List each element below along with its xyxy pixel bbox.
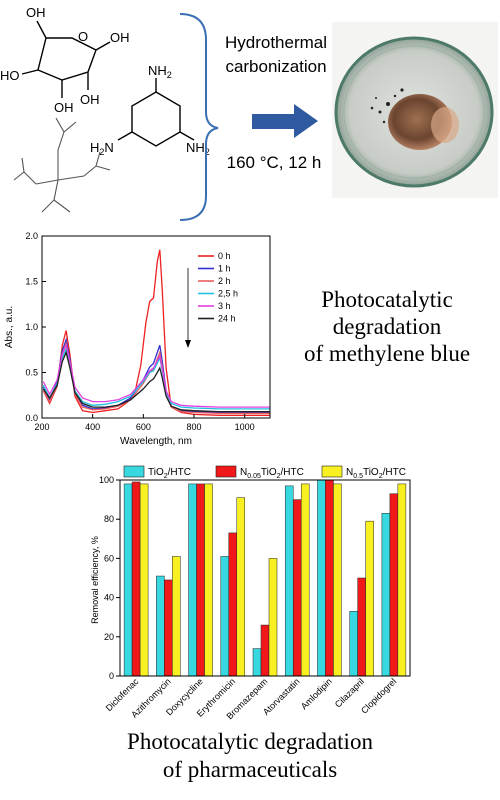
bar-y-tick-label: 20 bbox=[104, 632, 114, 642]
bar-5-2 bbox=[300, 483, 310, 677]
uv-series-line-2 bbox=[42, 340, 270, 415]
reaction-arrow bbox=[252, 104, 318, 138]
uv-y-tick-label: 1.5 bbox=[25, 277, 38, 287]
bar-1-1 bbox=[164, 579, 173, 677]
glucose-label-2: OH bbox=[110, 30, 130, 45]
bar-0-1 bbox=[131, 481, 141, 677]
bar-6-2 bbox=[333, 483, 342, 677]
bar-2-0 bbox=[188, 483, 197, 677]
uv-y-tick-label: 1.0 bbox=[25, 322, 38, 332]
bar-category-label: Clopidogrel bbox=[359, 676, 398, 715]
glucose-label-0: OH bbox=[26, 5, 46, 20]
glucose-label-5: OH bbox=[54, 100, 74, 115]
melamine-h2n-left: H2N bbox=[90, 140, 114, 157]
bar-plot-frame bbox=[119, 479, 411, 677]
uv-legend-label: 1 h bbox=[218, 264, 231, 274]
bar-8-0 bbox=[381, 513, 391, 677]
bar-legend-label: N0.5TiO2/HTC bbox=[346, 467, 406, 480]
uv-y-axis-label: Abs., a.u. bbox=[4, 306, 15, 348]
bar-7-2 bbox=[365, 520, 374, 677]
bar-6-1 bbox=[325, 479, 334, 677]
arrow-label-conditions: 160 °C, 12 h bbox=[227, 153, 322, 172]
uv-legend-label: 2 h bbox=[218, 276, 231, 286]
bar-legend-label: N0.05TiO2/HTC bbox=[240, 467, 304, 480]
bar-category-label: Amlodipin bbox=[299, 676, 334, 711]
petri-dish-photo bbox=[332, 22, 498, 198]
uv-series-line-4 bbox=[42, 343, 270, 408]
bar-3-1 bbox=[228, 532, 238, 677]
time-arrow bbox=[185, 268, 191, 348]
uv-x-tick-label: 400 bbox=[85, 422, 100, 432]
uv-x-tick-label: 200 bbox=[34, 422, 49, 432]
glucose-label-3: HO bbox=[0, 68, 20, 83]
mb-caption-line-2: degradation bbox=[332, 314, 442, 339]
reactants-bracket bbox=[179, 13, 219, 221]
titanium-isopropoxide-structure bbox=[13, 117, 111, 213]
bar-0-0 bbox=[123, 483, 133, 677]
bar-y-tick-label: 80 bbox=[104, 514, 114, 524]
glucose-structure bbox=[21, 20, 111, 98]
glucose-label-4: OH bbox=[80, 92, 100, 107]
synthesis-scheme: OH O OH HO OH OH NH2 H2N NH2 bbox=[0, 5, 498, 221]
melamine-structure bbox=[117, 78, 195, 147]
arrow-label-line-2: carbonization bbox=[225, 57, 326, 76]
bar-category-label: Cilazapril bbox=[333, 676, 366, 709]
ph-caption-line-1: Photocatalytic degradation bbox=[127, 729, 373, 754]
bar-6-0 bbox=[317, 479, 326, 677]
bar-4-1 bbox=[260, 624, 270, 677]
uv-legend-label: 0 h bbox=[218, 251, 231, 261]
uv-y-tick-label: 0.0 bbox=[25, 413, 38, 423]
bar-y-tick-label: 60 bbox=[104, 553, 114, 563]
uv-legend-label: 3 h bbox=[218, 301, 231, 311]
bar-4-0 bbox=[252, 648, 262, 677]
uv-x-tick-label: 800 bbox=[186, 422, 201, 432]
bar-4-2 bbox=[268, 558, 278, 677]
uv-plot-frame bbox=[41, 235, 271, 419]
uv-x-tick-label: 600 bbox=[136, 422, 151, 432]
bar-legend-swatch bbox=[215, 465, 237, 478]
glucose-label-1: O bbox=[78, 29, 88, 44]
uv-y-tick-label: 0.5 bbox=[25, 368, 38, 378]
bar-1-0 bbox=[156, 575, 165, 677]
ph-caption-line-2: of pharmaceuticals bbox=[162, 757, 338, 782]
uv-legend-label: 2,5 h bbox=[218, 289, 238, 299]
bar-y-tick-label: 0 bbox=[109, 671, 114, 681]
pharmaceuticals-caption: Photocatalytic degradation of pharmaceut… bbox=[40, 728, 460, 784]
bar-2-1 bbox=[196, 483, 205, 677]
bar-3-2 bbox=[236, 497, 246, 677]
melamine-labels: NH2 H2N NH2 bbox=[90, 63, 210, 157]
bar-8-1 bbox=[389, 493, 399, 677]
mb-caption-line-3: of methylene blue bbox=[303, 341, 471, 366]
melamine-nh2-top: NH2 bbox=[148, 63, 172, 80]
methylene-blue-caption: Photocatalytic degradation of methylene … bbox=[282, 286, 492, 367]
bar-legend-label: TiO2/HTC bbox=[148, 467, 191, 480]
bar-y-tick-label: 100 bbox=[99, 475, 114, 485]
glucose-labels: OH O OH HO OH OH bbox=[0, 5, 130, 115]
bar-7-1 bbox=[357, 577, 366, 677]
arrow-label-line-1: Hydrothermal bbox=[225, 33, 327, 52]
bar-8-2 bbox=[397, 483, 407, 677]
removal-efficiency-chart: TiO2/HTC N0.05TiO2/HTC N0.5TiO2/HTC 0 20 40 6… bbox=[90, 465, 411, 721]
uv-y-tick-label: 2.0 bbox=[25, 231, 38, 241]
uv-x-tick-label: 1000 bbox=[235, 422, 255, 432]
bar-2-2 bbox=[204, 483, 213, 677]
bar-y-tick-label: 40 bbox=[104, 593, 114, 603]
bar-7-0 bbox=[349, 611, 358, 677]
bar-y-axis-label: Removal efficiency, % bbox=[90, 536, 100, 624]
uv-legend-label: 24 h bbox=[218, 314, 236, 324]
bar-1-2 bbox=[172, 556, 181, 677]
bar-legend-swatch bbox=[123, 465, 145, 478]
uv-vis-chart: 200 400 600 800 1000 0.0 0.5 1.0 1.5 2.0 Wavelen… bbox=[4, 231, 271, 447]
bar-3-0 bbox=[220, 556, 230, 677]
bar-0-2 bbox=[139, 483, 149, 677]
uv-x-axis-label: Wavelength, nm bbox=[120, 436, 192, 447]
bar-5-1 bbox=[292, 499, 302, 677]
melamine-nh2-right: NH2 bbox=[186, 140, 210, 157]
uv-series-line-3 bbox=[42, 346, 270, 410]
mb-caption-line-1: Photocatalytic bbox=[321, 287, 453, 312]
uv-series-line-5 bbox=[42, 350, 270, 413]
bar-5-0 bbox=[284, 485, 294, 677]
bar-legend-swatch bbox=[321, 465, 343, 478]
